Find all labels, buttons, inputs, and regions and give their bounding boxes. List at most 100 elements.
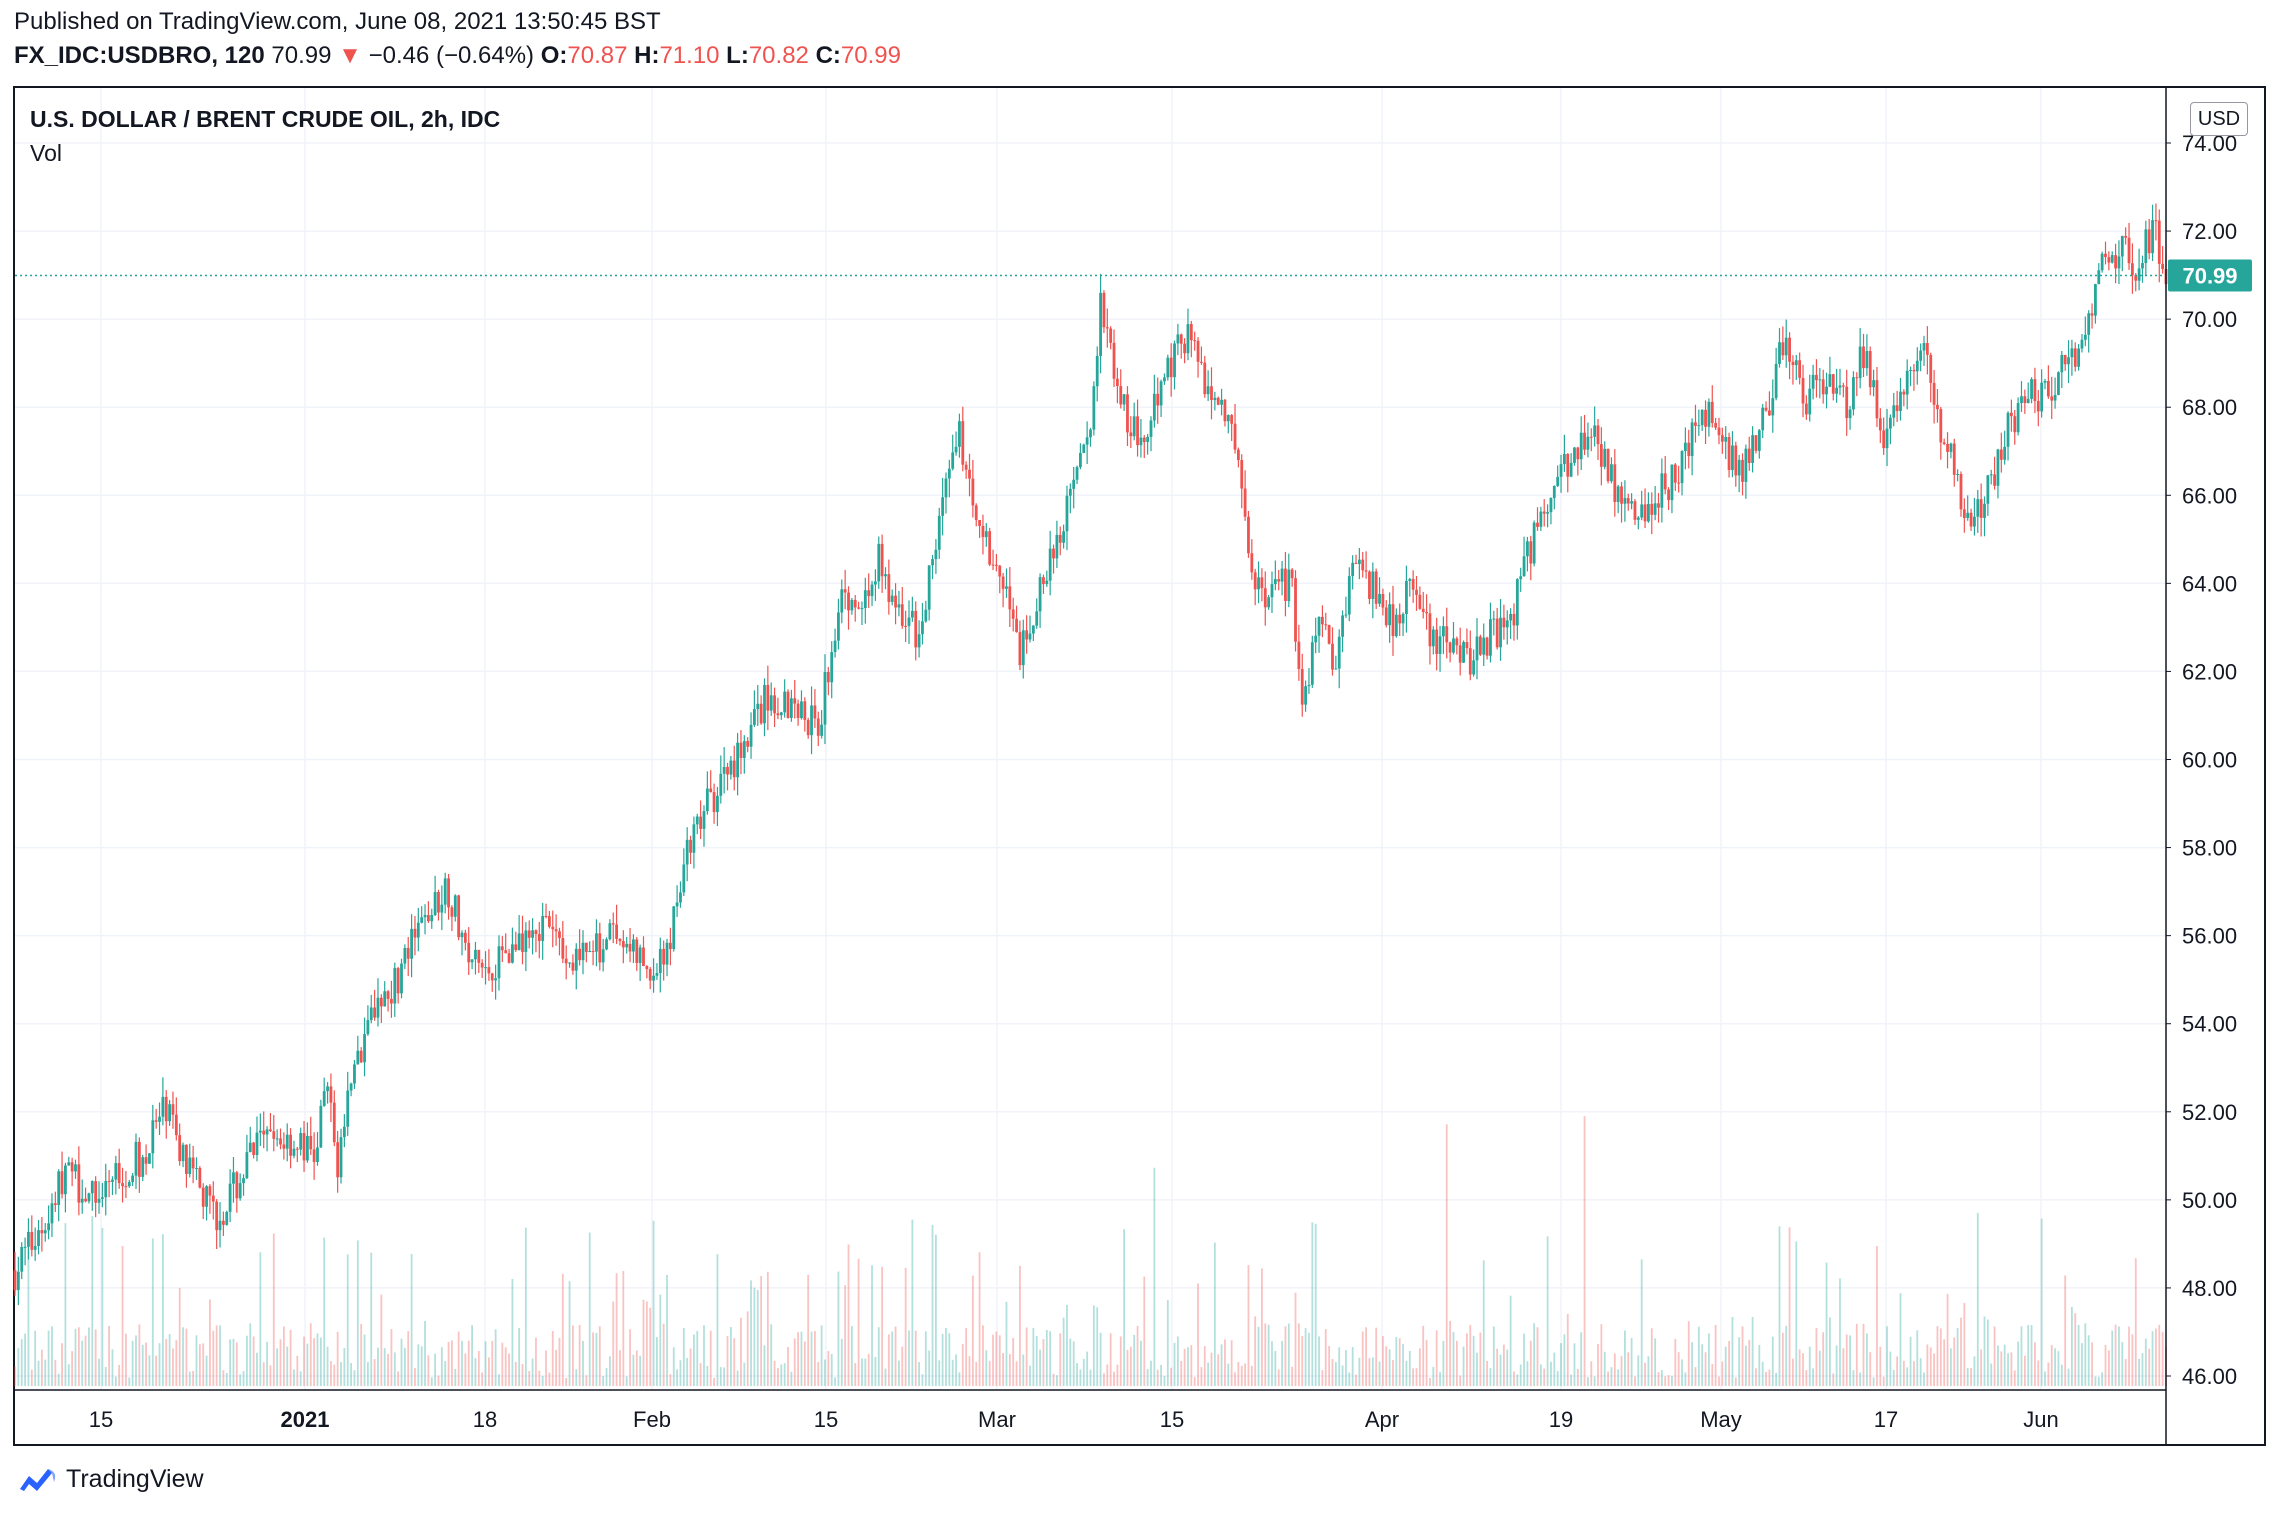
candle-body [1357, 559, 1361, 564]
candle-body [1058, 534, 1062, 543]
candle-body [467, 942, 471, 963]
volume-bar [370, 1252, 373, 1386]
candle-body [1290, 569, 1294, 579]
candle-body [877, 543, 881, 582]
volume-bar [1466, 1333, 1468, 1386]
volume-bar [1328, 1346, 1331, 1386]
candle-body [621, 941, 625, 948]
candle-body [991, 564, 995, 566]
volume-bar [2114, 1324, 2117, 1386]
volume-bar [1022, 1354, 1025, 1386]
candle-body [1623, 498, 1627, 504]
candle-body [1475, 636, 1479, 661]
volume-bar [148, 1355, 151, 1386]
volume-bar [471, 1325, 473, 1386]
y-tick-label: 50.00 [2182, 1188, 2237, 1213]
tradingview-logo[interactable]: TradingView [14, 1464, 204, 1494]
volume-bar [1966, 1367, 1969, 1386]
candle-body [547, 916, 551, 927]
candle-body [1751, 435, 1755, 464]
volume-bar [84, 1335, 87, 1386]
x-tick-label: Jun [2023, 1407, 2058, 1432]
candle-body [144, 1157, 148, 1164]
candle-body [897, 604, 901, 608]
candle-body [981, 525, 985, 538]
candle-body [1529, 541, 1533, 564]
candle-body [484, 967, 487, 969]
volume-bar [434, 1353, 437, 1386]
candle-body [1146, 436, 1150, 443]
volume-bar [992, 1334, 994, 1386]
candle-body [793, 698, 797, 704]
volume-bar [1529, 1340, 1532, 1386]
candle-body [1418, 594, 1422, 609]
volume-bar [998, 1335, 1001, 1386]
candle-body [1300, 668, 1304, 705]
candle-body [1105, 327, 1109, 329]
candle-body [1848, 409, 1852, 419]
candle-body [2141, 263, 2144, 269]
candle-body [1337, 636, 1341, 669]
volume-bar [293, 1369, 295, 1386]
candle-body [1549, 498, 1553, 513]
volume-bar [440, 1347, 443, 1386]
volume-bar [1694, 1367, 1697, 1386]
candle-body [813, 705, 817, 719]
volume-bar [1546, 1236, 1549, 1386]
candle-body [265, 1129, 269, 1135]
volume-bar [1933, 1353, 1935, 1386]
candle-body [1072, 479, 1076, 489]
volume-bar [2155, 1328, 2157, 1386]
volume-bar [1203, 1346, 1206, 1386]
candle-body [742, 741, 746, 758]
candle-body [1720, 435, 1724, 442]
candle-body [1048, 548, 1052, 581]
candle-body [228, 1183, 232, 1212]
price-axis[interactable]: 46.00 48.00 50.00 52.00 54.00 56.00 58.00 60.00… [2165, 88, 2237, 1444]
candle-body [326, 1086, 329, 1092]
x-tick-label: 15 [89, 1407, 113, 1432]
volume-bar [1002, 1353, 1005, 1386]
candle-body [1173, 343, 1176, 378]
volume-bar [635, 1350, 638, 1386]
time-axis[interactable]: 15 2021 18 Feb 15 Mar 15 Apr 19 May 17 Jun [15, 1389, 2166, 1432]
volume-bar [1237, 1361, 1240, 1386]
volume-bar [1291, 1366, 1294, 1386]
volume-bar [988, 1360, 991, 1386]
volume-bar [262, 1362, 265, 1386]
volume-bar [1180, 1360, 1183, 1386]
volume-bar [1076, 1363, 1078, 1386]
candle-body [504, 950, 508, 954]
candle-body [221, 1220, 225, 1225]
candle-body [2130, 263, 2134, 276]
symbol-label[interactable]: FX_IDC:USDBRO, 120 [14, 42, 265, 69]
candle-body [457, 895, 461, 938]
volume-bar [67, 1364, 70, 1386]
candle-body [1115, 378, 1119, 387]
candle-body [1200, 361, 1203, 363]
candle-body [1455, 638, 1459, 646]
volume-bar [2044, 1371, 2046, 1386]
candle-body [1307, 684, 1311, 687]
volume-bar [1973, 1356, 1976, 1386]
volume-bar [1923, 1372, 1925, 1386]
candle-body [353, 1064, 356, 1084]
volume-bar [1708, 1333, 1710, 1386]
candle-body [907, 617, 911, 626]
volume-bar [155, 1355, 158, 1386]
volume-bar [407, 1331, 410, 1386]
volume-bar [1301, 1336, 1304, 1386]
volume-bar [1744, 1345, 1747, 1386]
volume-bar [1143, 1276, 1146, 1386]
candle-body [1969, 512, 1973, 527]
volume-bar [1980, 1349, 1983, 1386]
candle-body [1727, 437, 1731, 471]
last-price-tag [2168, 259, 2252, 292]
volume-bar [1869, 1352, 1872, 1386]
candle-body [544, 915, 548, 917]
candle-body [1882, 430, 1886, 449]
currency-button[interactable]: USD [2190, 102, 2248, 136]
volume-bar [114, 1376, 117, 1386]
candle-body [1731, 445, 1734, 471]
